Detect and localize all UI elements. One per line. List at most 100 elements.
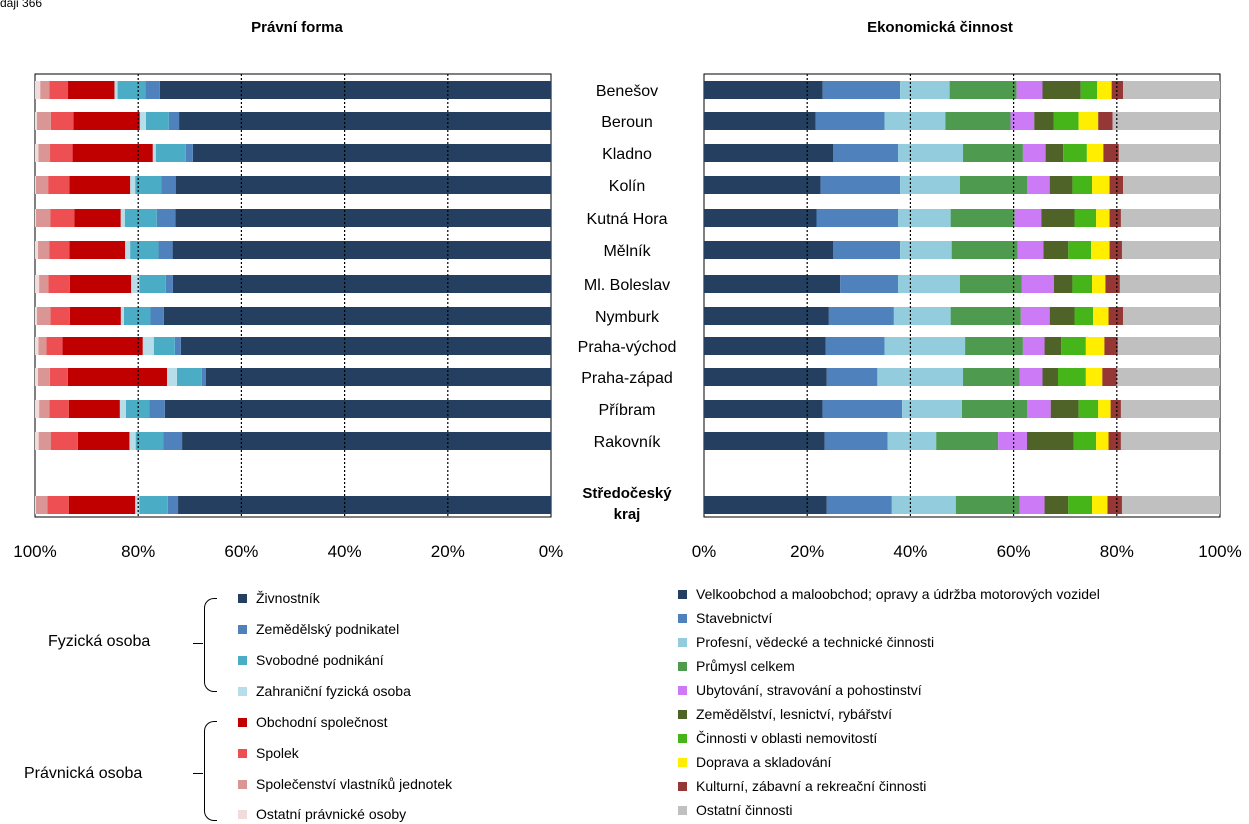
legend-item: Zahraniční fyzická osoba xyxy=(238,683,411,699)
bar-segment-pravni-forma xyxy=(145,81,160,99)
legend-brace-fyzicka xyxy=(204,598,217,692)
bar-segment-ekonomicka-cinnost xyxy=(1061,337,1086,355)
bar-segment-pravni-forma xyxy=(175,176,551,194)
x-tick-label-ekonomicka-cinnost: 20% xyxy=(790,542,824,561)
bar-segment-pravni-forma xyxy=(73,112,140,130)
bar-segment-ekonomicka-cinnost xyxy=(1041,209,1075,227)
bar-segment-ekonomicka-cinnost xyxy=(1112,112,1220,130)
legend-item: Činnosti v oblasti nemovitostí xyxy=(678,730,877,746)
bar-segment-ekonomicka-cinnost xyxy=(1120,209,1220,227)
bar-segment-pravni-forma xyxy=(35,81,41,99)
x-tick-label-ekonomicka-cinnost: 60% xyxy=(997,542,1031,561)
bar-segment-ekonomicka-cinnost xyxy=(898,275,960,293)
legend-label: Velkoobchod a maloobchod; opravy a údržb… xyxy=(696,586,1100,602)
bar-segment-ekonomicka-cinnost xyxy=(1120,432,1220,450)
bar-segment-pravni-forma xyxy=(74,209,121,227)
bar-segment-ekonomicka-cinnost xyxy=(962,400,1028,418)
legend-item: Profesní, vědecké a technické činnosti xyxy=(678,634,934,650)
bar-segment-ekonomicka-cinnost xyxy=(1108,307,1123,325)
bar-segment-ekonomicka-cinnost xyxy=(1017,241,1044,259)
bar-segment-pravni-forma xyxy=(130,241,159,259)
bar-segment-ekonomicka-cinnost xyxy=(1043,241,1069,259)
bar-segment-pravni-forma xyxy=(159,81,551,99)
bar-segment-ekonomicka-cinnost xyxy=(1022,337,1045,355)
bar-segment-pravni-forma xyxy=(35,241,39,259)
bar-segment-ekonomicka-cinnost xyxy=(1122,81,1220,99)
bar-segment-ekonomicka-cinnost xyxy=(898,144,964,162)
bar-segment-ekonomicka-cinnost xyxy=(1027,176,1050,194)
bar-segment-ekonomicka-cinnost xyxy=(704,144,833,162)
bar-segment-pravni-forma xyxy=(77,432,130,450)
legend-item: Svobodné podnikání xyxy=(238,652,384,668)
charts-canvas: Právní forma 100% 80% 60% 40% 20% 0% Ekonomická… xyxy=(13,19,1241,561)
bar-segment-ekonomicka-cinnost xyxy=(1109,241,1122,259)
bar-segment-ekonomicka-cinnost xyxy=(1102,368,1117,386)
bar-segment-ekonomicka-cinnost xyxy=(1098,400,1111,418)
bar-segment-pravni-forma xyxy=(38,241,50,259)
bar-segment-pravni-forma xyxy=(185,144,193,162)
bar-segment-pravni-forma xyxy=(37,368,50,386)
legend-swatch xyxy=(678,709,687,719)
bar-segment-ekonomicka-cinnost xyxy=(1044,337,1062,355)
bar-segment-pravni-forma xyxy=(49,400,69,418)
bar-segment-pravni-forma xyxy=(49,241,70,259)
bar-segment-ekonomicka-cinnost xyxy=(1085,368,1103,386)
bar-segment-pravni-forma xyxy=(165,275,173,293)
bar-segment-pravni-forma xyxy=(166,368,177,386)
legend-item: Společenství vlastníků jednotek xyxy=(238,776,452,792)
legend-pravni-forma: Živnostník Zemědělský podnikatel Svobodn… xyxy=(238,590,538,824)
x-tick-label-pravni-forma: 60% xyxy=(224,542,258,561)
bar-segment-pravni-forma xyxy=(69,176,131,194)
legend-label: Stavebnictví xyxy=(696,610,773,626)
bar-segment-ekonomicka-cinnost xyxy=(902,400,962,418)
bar-segment-ekonomicka-cinnost xyxy=(1119,275,1220,293)
legend-label: Doprava a skladování xyxy=(696,754,832,770)
bar-segment-ekonomicka-cinnost xyxy=(1020,307,1050,325)
legend-swatch xyxy=(678,637,687,647)
legend-swatch xyxy=(678,805,687,815)
legend-item: Zemědělství, lesnictví, rybářství xyxy=(678,706,892,722)
bar-segment-pravni-forma xyxy=(135,432,164,450)
bar-segment-pravni-forma xyxy=(35,337,39,355)
bar-segment-ekonomicka-cinnost xyxy=(1042,368,1058,386)
bar-segment-ekonomicka-cinnost xyxy=(963,368,1020,386)
bar-segment-pravni-forma xyxy=(35,432,39,450)
bar-segment-pravni-forma xyxy=(139,496,168,514)
bar-segment-pravni-forma xyxy=(36,176,49,194)
bar-segment-ekonomicka-cinnost xyxy=(1078,400,1099,418)
bar-segment-ekonomicka-cinnost xyxy=(884,112,946,130)
legend-swatch xyxy=(678,685,687,695)
bar-segment-ekonomicka-cinnost xyxy=(1104,337,1118,355)
legend-swatch xyxy=(238,779,247,789)
bar-segment-ekonomicka-cinnost xyxy=(1074,307,1094,325)
bar-segment-pravni-forma xyxy=(131,275,140,293)
legend-label: Zemědělský podnikatel xyxy=(256,621,400,637)
bar-segment-ekonomicka-cinnost xyxy=(898,209,951,227)
bar-segment-pravni-forma xyxy=(49,368,68,386)
bar-segment-ekonomicka-cinnost xyxy=(893,307,951,325)
legend-label: Živnostník xyxy=(256,590,320,606)
bar-segment-ekonomicka-cinnost xyxy=(963,144,1023,162)
bar-segment-pravni-forma xyxy=(114,81,118,99)
bar-segment-ekonomicka-cinnost xyxy=(1063,144,1087,162)
bar-segment-pravni-forma xyxy=(35,496,37,514)
bar-segment-pravni-forma xyxy=(35,144,39,162)
bar-segment-ekonomicka-cinnost xyxy=(1109,176,1123,194)
bar-segment-ekonomicka-cinnost xyxy=(825,337,885,355)
bar-segment-pravni-forma xyxy=(125,241,131,259)
legend-swatch xyxy=(238,748,247,758)
bar-segment-pravni-forma xyxy=(179,112,551,130)
bar-segment-ekonomicka-cinnost xyxy=(816,209,899,227)
legend-swatch xyxy=(678,589,687,599)
bar-segment-ekonomicka-cinnost xyxy=(822,81,901,99)
bar-segment-pravni-forma xyxy=(153,337,175,355)
bar-segment-pravni-forma xyxy=(201,368,206,386)
bar-segment-pravni-forma xyxy=(38,432,51,450)
bar-segment-pravni-forma xyxy=(35,400,40,418)
bar-segment-pravni-forma xyxy=(172,241,551,259)
bar-segment-ekonomicka-cinnost xyxy=(1108,432,1121,450)
bar-segment-pravni-forma xyxy=(142,337,154,355)
bar-segment-ekonomicka-cinnost xyxy=(704,496,827,514)
bar-segment-ekonomicka-cinnost xyxy=(815,112,885,130)
category-label: Nymburk xyxy=(595,309,660,326)
